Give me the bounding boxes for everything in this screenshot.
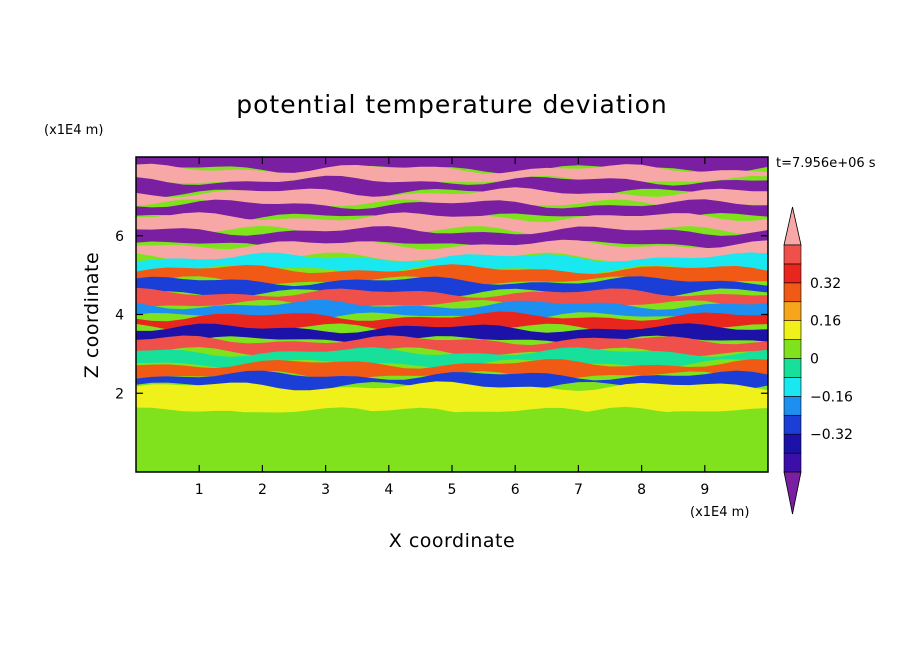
- chart-title: potential temperature deviation: [236, 90, 667, 119]
- contour-band: [136, 406, 768, 472]
- z-unit-label: (x1E4 m): [44, 123, 103, 138]
- contour-band: [136, 157, 768, 174]
- contour-band: [136, 381, 768, 417]
- x-tick-label: 1: [195, 482, 204, 498]
- colorbar-min-triangle: [783, 471, 802, 515]
- x-tick-label: 6: [511, 482, 520, 498]
- colorbar-tick-label: 0.16: [810, 314, 841, 330]
- y-tick-label: 4: [115, 308, 124, 324]
- colorbar-segment: [783, 301, 802, 321]
- colorbar-segment: [783, 433, 802, 454]
- colorbar-tick-label: 0: [810, 352, 819, 368]
- x-tick-label: 4: [384, 482, 393, 498]
- contour-band: [136, 175, 768, 198]
- x-axis: 1 2 3 4 5 6 7 8 9: [195, 157, 709, 498]
- x-unit-label: (x1E4 m): [690, 505, 749, 520]
- colorbar-segment: [783, 282, 802, 303]
- x-tick-label: 9: [700, 482, 709, 498]
- colorbar-tick-label: −0.16: [810, 389, 853, 405]
- colorbar-segment: [783, 244, 802, 265]
- y-tick-label: 6: [115, 229, 124, 245]
- time-label: t=7.956e+06 s: [776, 156, 876, 171]
- colorbar-segment: [783, 452, 802, 473]
- y-axis: 2 4 6: [115, 229, 768, 402]
- x-axis-label: X coordinate: [389, 530, 515, 552]
- contour-band: [136, 311, 768, 333]
- colorbar-tick-label: 0.32: [810, 276, 841, 292]
- x-tick-label: 5: [448, 482, 457, 498]
- colorbar-segment: [783, 414, 802, 435]
- colorbar-segment: [783, 320, 802, 340]
- colorbar-segment: [783, 339, 802, 359]
- y-axis-label: Z coordinate: [81, 252, 103, 378]
- x-tick-label: 2: [258, 482, 267, 498]
- contour-band: [136, 359, 768, 381]
- contour-band: [136, 370, 768, 391]
- y-tick-label: 2: [115, 386, 124, 402]
- colorbar-segment: [783, 396, 802, 416]
- colorbar-segment: [783, 377, 802, 397]
- x-tick-label: 7: [574, 482, 583, 498]
- contour-band: [136, 187, 768, 209]
- colorbar-segment: [783, 263, 802, 284]
- contour-band: [136, 264, 768, 286]
- contour-band: [136, 347, 768, 369]
- x-tick-label: 8: [637, 482, 646, 498]
- contour-band: [136, 252, 768, 275]
- x-tick-label: 3: [321, 482, 330, 498]
- colorbar-max-triangle: [783, 206, 802, 246]
- colorbar: 0.32 0.16 0 −0.16 −0.32: [783, 206, 853, 515]
- contour-plot-area: [136, 157, 768, 472]
- colorbar-tick-label: −0.32: [810, 427, 853, 443]
- colorbar-segment: [783, 358, 802, 378]
